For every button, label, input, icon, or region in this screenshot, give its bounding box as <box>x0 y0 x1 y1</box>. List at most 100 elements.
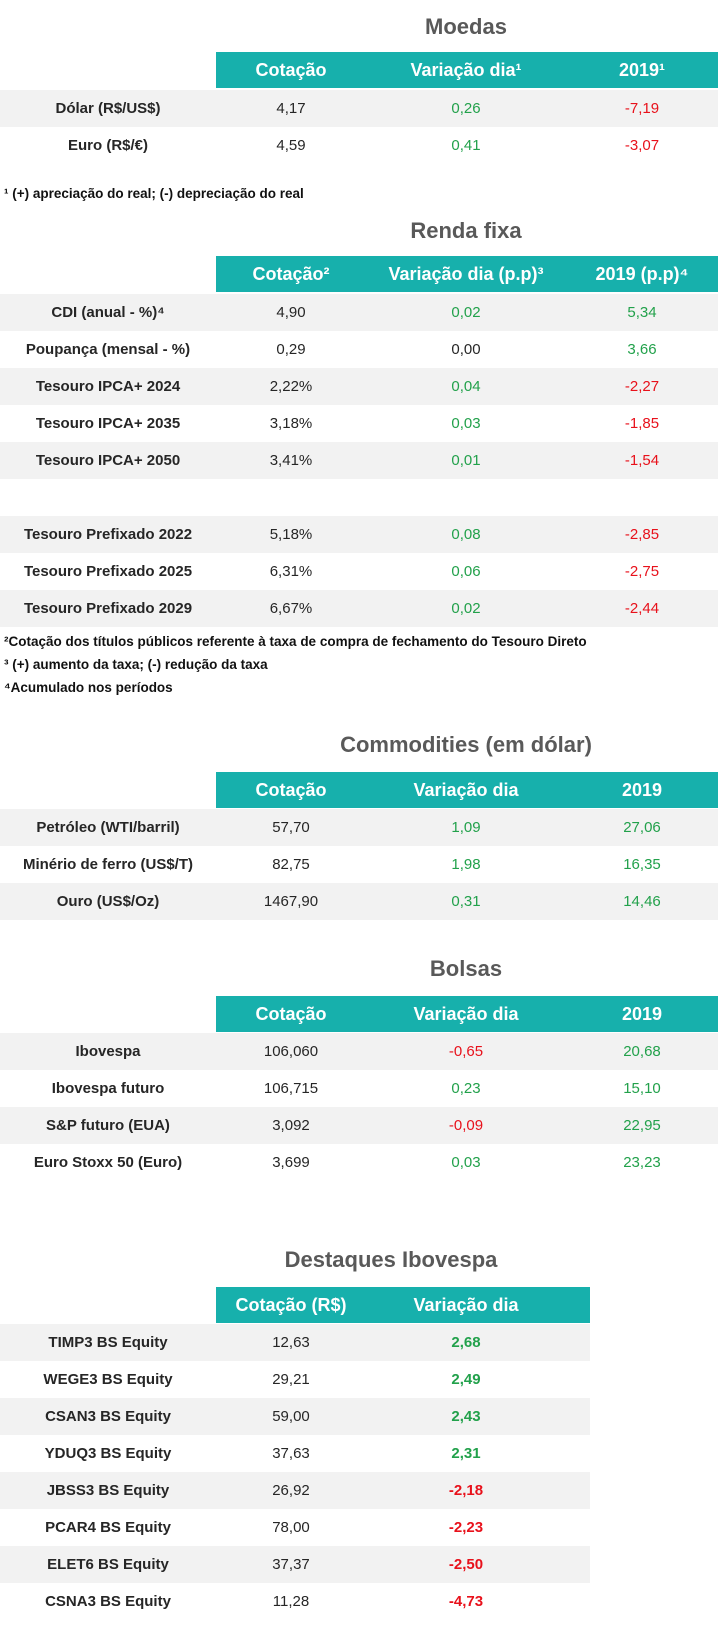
table-row: Poupança (mensal - %) 0,29 0,00 3,66 <box>0 331 718 368</box>
table-row: Minério de ferro (US$/T) 82,75 1,98 16,35 <box>0 846 718 883</box>
variacao-value: 0,04 <box>451 378 481 395</box>
ano-value: -1,85 <box>624 415 660 432</box>
row-label: Tesouro Prefixado 2022 <box>23 526 193 543</box>
cotacao-value: 5,18% <box>269 526 313 543</box>
renda-fixa-note-2: ³ (+) aumento da taxa; (-) redução da ta… <box>4 657 268 672</box>
cotacao-value: 59,00 <box>272 1408 310 1425</box>
header-cotacao: Cotação (R$) <box>235 1295 347 1315</box>
bolsas-title: Bolsas <box>429 956 503 981</box>
header-cotacao: Cotação <box>255 780 327 800</box>
table-row: CDI (anual - %)⁴ 4,90 0,02 5,34 <box>0 294 718 331</box>
variacao-value <box>366 479 566 516</box>
variacao-value: 0,26 <box>451 100 481 117</box>
row-label: PCAR4 BS Equity <box>45 1519 171 1536</box>
header-ano: 2019 (p.p)⁴ <box>595 264 689 284</box>
variacao-value: 1,98 <box>451 856 481 873</box>
header-cotacao: Cotação² <box>252 264 330 284</box>
table-row: S&P futuro (EUA) 3,092 -0,09 22,95 <box>0 1107 718 1144</box>
table-row: Dólar (R$/US$) 4,17 0,26 -7,19 <box>0 90 718 127</box>
row-label: Minério de ferro (US$/T) <box>22 856 194 873</box>
cotacao-value: 57,70 <box>272 819 310 836</box>
row-label: CSAN3 BS Equity <box>45 1408 171 1425</box>
header-ano: 2019¹ <box>618 60 666 80</box>
row-label: Euro Stoxx 50 (Euro) <box>33 1154 183 1171</box>
row-label: Tesouro Prefixado 2029 <box>23 600 193 617</box>
cotacao-value <box>216 479 366 516</box>
cotacao-value: 4,90 <box>276 304 306 321</box>
table-row: Tesouro Prefixado 2025 6,31% 0,06 -2,75 <box>0 553 718 590</box>
row-label: Dólar (R$/US$) <box>55 100 161 117</box>
variacao-value: 0,00 <box>451 341 481 358</box>
cotacao-value: 3,18% <box>269 415 313 432</box>
variacao-value: -2,18 <box>448 1482 484 1499</box>
row-label: Ibovespa futuro <box>51 1080 165 1097</box>
cotacao-value: 3,092 <box>272 1117 310 1134</box>
ano-value: -2,75 <box>624 563 660 580</box>
variacao-value: 0,06 <box>451 563 481 580</box>
table-row: Euro (R$/€) 4,59 0,41 -3,07 <box>0 127 718 164</box>
variacao-value: 0,03 <box>451 1154 481 1171</box>
variacao-value: 0,02 <box>451 304 481 321</box>
ano-value: 14,46 <box>623 893 661 910</box>
variacao-value: -0,65 <box>448 1043 484 1060</box>
table-row: Tesouro IPCA+ 2035 3,18% 0,03 -1,85 <box>0 405 718 442</box>
variacao-value: -2,23 <box>448 1519 484 1536</box>
header-variacao: Variação dia <box>413 780 519 800</box>
header-variacao: Variação dia (p.p)³ <box>388 264 544 284</box>
table-row: Ibovespa 106,060 -0,65 20,68 <box>0 1033 718 1070</box>
row-label: Tesouro Prefixado 2025 <box>23 563 193 580</box>
header-variacao: Variação dia¹ <box>410 60 522 80</box>
destaques-title: Destaques Ibovespa <box>284 1247 498 1272</box>
variacao-value: -4,73 <box>448 1593 484 1610</box>
cotacao-value: 1467,90 <box>263 893 319 910</box>
commodities-header: Cotação Variação dia 2019 <box>216 772 718 808</box>
variacao-value: 0,02 <box>451 600 481 617</box>
variacao-value: 2,68 <box>451 1334 481 1351</box>
variacao-value: 0,23 <box>451 1080 481 1097</box>
cotacao-value: 29,21 <box>272 1371 310 1388</box>
ano-value: 5,34 <box>627 304 657 321</box>
cotacao-value: 3,41% <box>269 452 313 469</box>
table-row <box>0 479 718 516</box>
cotacao-value: 4,59 <box>276 137 306 154</box>
table-row: Tesouro Prefixado 2022 5,18% 0,08 -2,85 <box>0 516 718 553</box>
row-label: Poupança (mensal - %) <box>25 341 191 358</box>
ano-value: -2,44 <box>624 600 660 617</box>
renda-fixa-header: Cotação² Variação dia (p.p)³ 2019 (p.p)⁴ <box>216 256 718 292</box>
table-row: Tesouro Prefixado 2029 6,67% 0,02 -2,44 <box>0 590 718 627</box>
cotacao-value: 37,37 <box>272 1556 310 1573</box>
row-label: ELET6 BS Equity <box>47 1556 169 1573</box>
row-label: Tesouro IPCA+ 2035 <box>35 415 181 432</box>
cotacao-value: 82,75 <box>272 856 310 873</box>
table-row: JBSS3 BS Equity 26,92 -2,18 <box>0 1472 590 1509</box>
variacao-value: 0,41 <box>451 137 481 154</box>
cotacao-value: 106,060 <box>263 1043 319 1060</box>
renda-fixa-title: Renda fixa <box>410 218 522 243</box>
ano-value: 20,68 <box>623 1043 661 1060</box>
cotacao-value: 106,715 <box>263 1080 319 1097</box>
row-label: WEGE3 BS Equity <box>43 1371 173 1388</box>
ano-value: 23,23 <box>623 1154 661 1171</box>
destaques-header: Cotação (R$) Variação dia <box>216 1287 590 1323</box>
variacao-value: 0,31 <box>451 893 481 910</box>
variacao-value: 2,43 <box>451 1408 481 1425</box>
table-row: TIMP3 BS Equity 12,63 2,68 <box>0 1324 590 1361</box>
ano-value: 22,95 <box>623 1117 661 1134</box>
cotacao-value: 37,63 <box>272 1445 310 1462</box>
ano-value: -3,07 <box>624 137 660 154</box>
ano-value: -7,19 <box>624 100 660 117</box>
ano-value: 27,06 <box>623 819 661 836</box>
row-label: S&P futuro (EUA) <box>46 1117 170 1134</box>
row-label: Petróleo (WTI/barril) <box>36 819 180 836</box>
row-label: Tesouro IPCA+ 2024 <box>35 378 181 395</box>
row-label: Ibovespa <box>75 1043 141 1060</box>
cotacao-value: 6,67% <box>269 600 313 617</box>
moedas-title: Moedas <box>425 14 507 39</box>
row-label: JBSS3 BS Equity <box>46 1482 170 1499</box>
variacao-value: 2,31 <box>451 1445 481 1462</box>
variacao-value: 0,01 <box>451 452 481 469</box>
cotacao-value: 2,22% <box>269 378 313 395</box>
cotacao-value: 78,00 <box>272 1519 310 1536</box>
variacao-value: 0,03 <box>451 415 481 432</box>
cotacao-value: 11,28 <box>272 1593 310 1610</box>
